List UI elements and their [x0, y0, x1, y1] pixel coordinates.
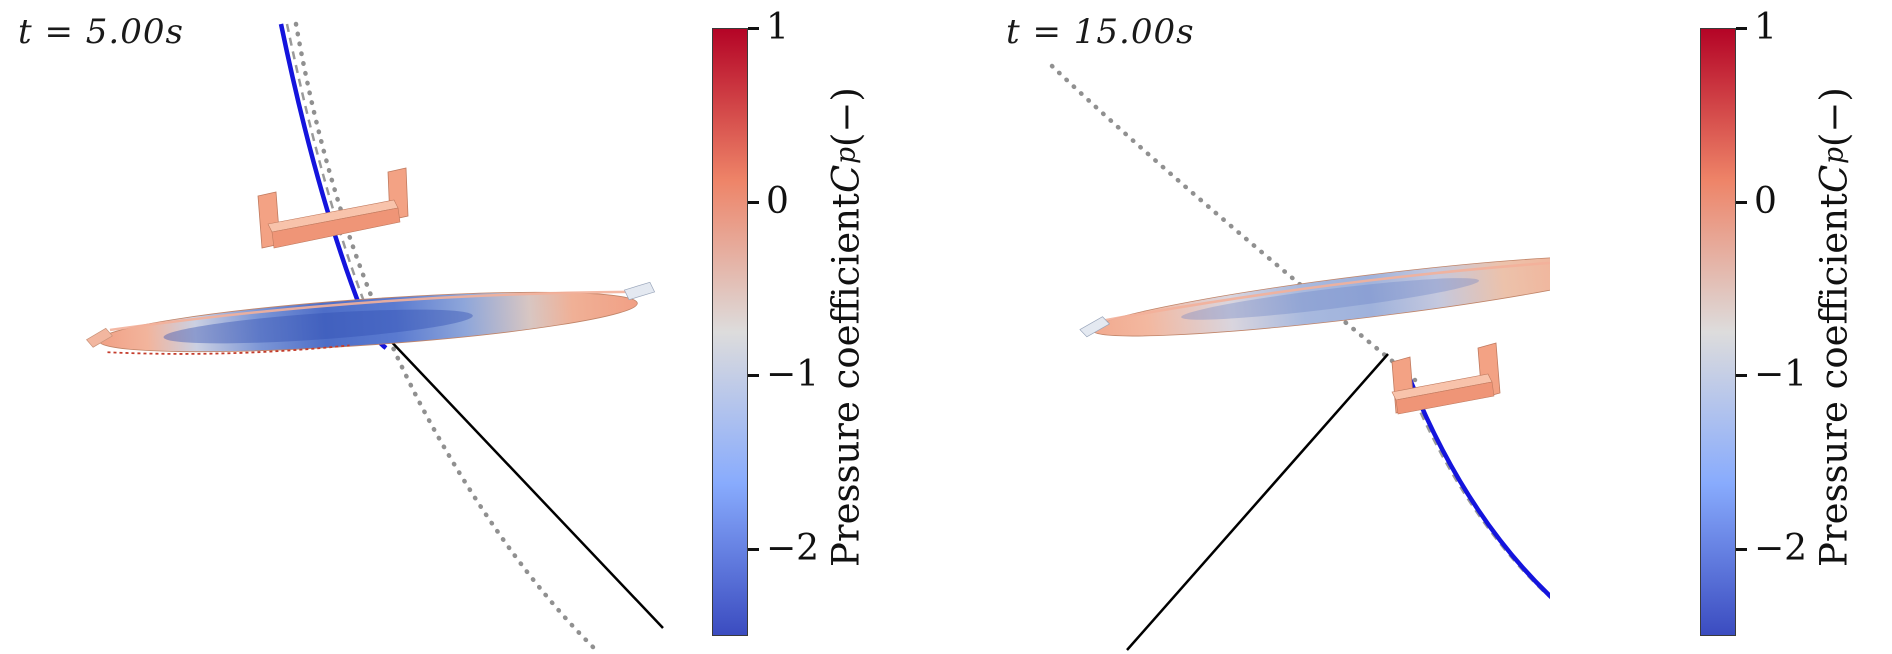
flight-path-dashed-shadow: [285, 23, 370, 313]
colorbar-tick-1: 1: [766, 7, 789, 48]
colorbar-tickmark: [748, 201, 759, 204]
colorbar-tickmark: [748, 548, 759, 551]
colorbar-label-text: Pressure coefficient: [1812, 192, 1856, 567]
tether-line: [1126, 353, 1389, 651]
winglet-left: [1079, 316, 1111, 338]
flight-path-dashed-shadow: [1397, 360, 1550, 600]
scene-right: [1049, 63, 1550, 651]
colorbar-tick-0: 0: [766, 181, 789, 222]
wing-leading-edge: [109, 290, 627, 332]
wing-suction-region: [163, 309, 473, 344]
colorbar-tick-m1: −1: [1754, 354, 1808, 395]
reference-path-dotted: [293, 21, 601, 654]
tail-front-face: [271, 207, 401, 249]
colorbar-tick-1: 1: [1754, 7, 1777, 48]
colorbar-tickmark: [1736, 201, 1747, 204]
colorbar-tick-0: 0: [1754, 181, 1777, 222]
wing-trailing-edge-red: [107, 344, 350, 355]
time-label-right: t = 15.00s: [1006, 12, 1195, 52]
tail-surface: [257, 167, 409, 249]
colorbar-tick-m2: −2: [1754, 528, 1808, 569]
winglet-right: [623, 281, 656, 301]
wing-suction-region: [1181, 278, 1479, 320]
colorbar-tickmark: [748, 374, 759, 377]
colorbar-tickmark: [1736, 548, 1747, 551]
colorbar-gradient: [712, 28, 748, 636]
tether-line: [385, 335, 664, 629]
colorbar-gradient: [1700, 28, 1736, 636]
scene-left: [86, 21, 664, 654]
colorbar-tick-m2: −2: [766, 528, 820, 569]
colorbar-label-symbol: C: [1812, 164, 1856, 193]
colorbar-tickmark: [1736, 374, 1747, 377]
colorbar-tickmark: [1736, 27, 1747, 30]
time-label-left: t = 5.00s: [18, 12, 184, 52]
colorbar-label-unit: (−): [1812, 87, 1856, 148]
colorbar-tickmark: [748, 27, 759, 30]
tail-front-face: [1395, 381, 1495, 415]
flight-path: [1401, 363, 1550, 599]
wing-leading-edge: [1100, 255, 1550, 323]
colorbar-tick-m1: −1: [766, 354, 820, 395]
wing-surface: [86, 281, 656, 355]
colorbar-label-subscript: p: [1818, 147, 1850, 165]
winglet-left: [86, 327, 113, 348]
tail-surface: [1391, 342, 1501, 415]
wing-surface: [1079, 255, 1550, 338]
